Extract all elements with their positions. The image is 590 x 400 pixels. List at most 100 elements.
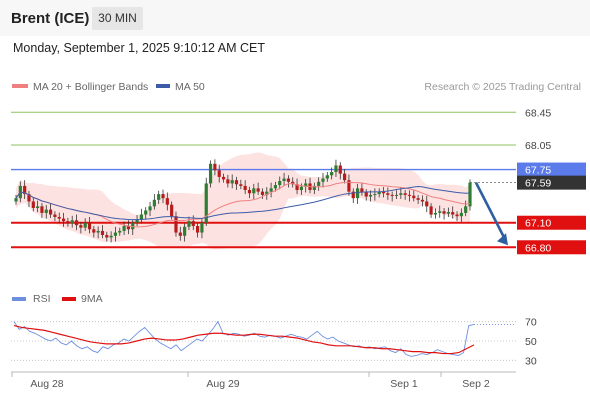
candle-body (40, 206, 44, 213)
candle-body (381, 191, 386, 194)
legend-swatch-ma50 (156, 84, 170, 88)
forecast-arrow-shaft (474, 182, 507, 240)
legend-label-9ma: 9MA (81, 293, 103, 305)
candle-body (295, 184, 299, 190)
rsi-plot: 70 50 30 (11, 317, 537, 367)
level-label: 68.05 (525, 140, 551, 152)
level-box-pivot (517, 162, 586, 177)
candle-body (122, 226, 126, 231)
candle-body (200, 222, 204, 233)
rsi-legend: RSI 9MA (12, 293, 103, 305)
candle-body (343, 173, 347, 181)
candle-body (131, 222, 135, 230)
candle-body (278, 181, 282, 186)
candle-body (139, 214, 143, 220)
candle-body (36, 206, 40, 208)
candle-body (433, 212, 438, 215)
candle-body (351, 191, 355, 199)
candle-body (226, 179, 230, 184)
level-box-current_price (517, 175, 586, 190)
candle-body (96, 230, 100, 233)
candle-body (87, 222, 92, 230)
candle-body (299, 186, 303, 190)
candle-body (70, 220, 74, 224)
legend-swatch-9ma (62, 297, 76, 301)
candle-body (446, 212, 450, 214)
candle-body (399, 193, 403, 195)
candle-body (455, 214, 459, 217)
candle-body (438, 211, 442, 213)
candle-body (291, 181, 295, 185)
candle-body (61, 218, 66, 222)
symbol-title: Brent (ICE) (11, 10, 90, 27)
candle-body (152, 199, 156, 207)
level-label: 67.59 (525, 178, 551, 190)
legend-swatch-ma20 (12, 84, 28, 88)
candle-body (66, 221, 70, 224)
candle-body (373, 194, 377, 196)
candle-body (282, 178, 286, 181)
candle-body (221, 176, 226, 180)
candle-body (239, 184, 243, 186)
legend-label-ma50: MA 50 (175, 81, 205, 93)
x-axis: Aug 28 Aug 29 Sep 1 Sep 2 (11, 371, 516, 390)
candle-body (325, 175, 329, 179)
candle-body (213, 163, 217, 171)
candle-body (330, 172, 334, 176)
candle-body (157, 194, 161, 200)
candle-body (355, 188, 360, 199)
candle-body (174, 216, 178, 233)
candle-body (113, 232, 118, 236)
candle-body (256, 188, 260, 192)
candle-body (217, 170, 221, 177)
candle-body (170, 204, 174, 217)
candle-body (79, 225, 83, 228)
candle-body (196, 226, 200, 233)
rsi-9ma-line (13, 324, 475, 355)
candle-body (14, 198, 18, 202)
candle-body (135, 219, 139, 223)
candle-body (44, 209, 48, 213)
legend-swatch-rsi (12, 297, 26, 301)
candle-body (230, 180, 234, 184)
candle-body (321, 178, 325, 182)
candle-body (416, 198, 420, 200)
candle-body (252, 188, 256, 194)
candle-body (451, 212, 455, 215)
candle-body (105, 235, 109, 238)
level-label: 68.45 (525, 107, 551, 119)
candle-body (126, 226, 131, 230)
candle-body (394, 194, 399, 196)
candle-body (187, 221, 191, 227)
candle-body (74, 220, 79, 226)
candle-body (347, 180, 351, 192)
candle-body (92, 229, 96, 233)
x-tick-label: Sep 1 (390, 378, 418, 390)
candle-body (208, 163, 213, 184)
candle-body (165, 198, 169, 205)
candle-body (183, 226, 187, 236)
candle-body (368, 194, 373, 197)
x-tick-label: Aug 28 (30, 378, 63, 390)
candle-body (377, 191, 381, 195)
candle-body (53, 214, 57, 217)
candle-body (468, 182, 472, 207)
timeframe-button[interactable]: 30 MIN (92, 7, 143, 30)
candle-body (57, 217, 61, 219)
header-bar: Brent (ICE) 30 MIN (0, 0, 590, 36)
credit-text: Research © 2025 Trading Central (424, 81, 581, 93)
candle-body (312, 185, 316, 190)
candle-body (144, 210, 148, 215)
candle-body (407, 194, 412, 196)
candle-body (386, 193, 390, 195)
level-label: 67.75 (525, 165, 551, 177)
forecast-arrow-head (497, 233, 508, 246)
candle-body (234, 180, 239, 185)
rsi-tick-label: 30 (525, 355, 537, 367)
candle-body (338, 165, 342, 174)
candle-body (269, 188, 273, 192)
candle-body (83, 222, 87, 228)
candle-body (247, 190, 252, 194)
